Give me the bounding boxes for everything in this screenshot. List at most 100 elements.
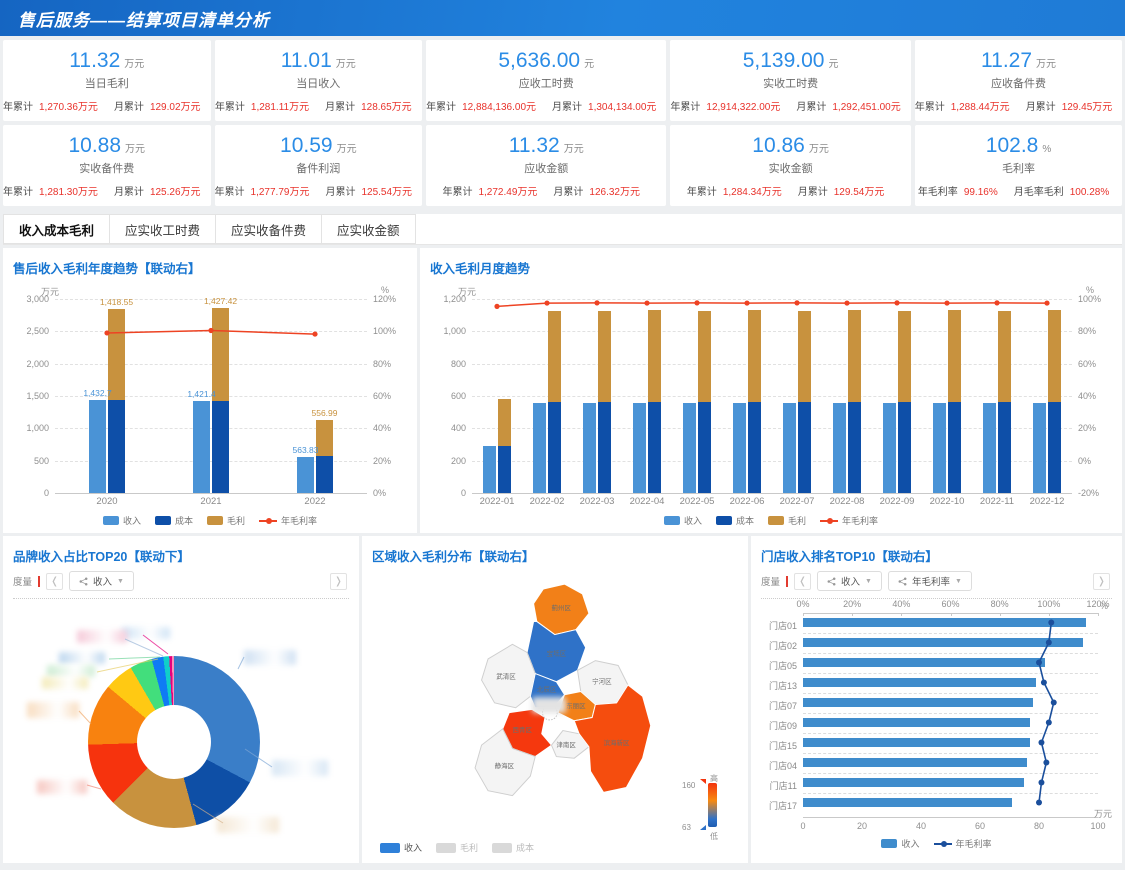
bar-毛利[interactable] — [1048, 310, 1061, 402]
bar-成本[interactable] — [598, 402, 611, 493]
brand-donut[interactable] — [88, 656, 260, 828]
legend-item-成本[interactable]: 成本 — [154, 514, 193, 527]
kpi-card: 11.32 万元 当日毛利 年累计 1,270.36万元 月累计 129.02万元 — [3, 40, 211, 121]
redacted-slice-label — [42, 677, 88, 689]
bar-收入[interactable] — [933, 402, 946, 493]
legend-item-毛利[interactable]: 毛利 — [436, 841, 478, 854]
bar-收入[interactable] — [733, 402, 746, 493]
bar-store-income[interactable] — [803, 718, 1031, 727]
store-label: 门店11 — [769, 781, 797, 791]
legend-item-毛利[interactable]: 毛利 — [207, 514, 245, 527]
x-axis-label: 2022-08 — [829, 496, 865, 507]
bar-毛利[interactable] — [316, 420, 333, 457]
bar-收入[interactable] — [883, 403, 896, 493]
bar-毛利[interactable] — [898, 310, 911, 403]
bar-毛利[interactable] — [748, 310, 761, 402]
panel-monthly-trend: 收入毛利月度趋势 1,200 100% 1,000 80% 800 60% 600 40% 40… — [420, 248, 1122, 533]
legend-item-毛利[interactable]: 毛利 — [768, 514, 806, 527]
bar-store-income[interactable] — [803, 618, 1087, 627]
bar-收入[interactable] — [89, 400, 106, 493]
bar-毛利[interactable] — [548, 310, 561, 403]
bar-成本[interactable] — [898, 402, 911, 493]
bar-store-income[interactable] — [803, 678, 1037, 687]
chevron-left-icon[interactable]: ❬ — [794, 572, 812, 590]
bar-成本[interactable] — [648, 401, 661, 493]
bar-成本[interactable] — [948, 401, 961, 493]
bar-成本[interactable] — [798, 402, 811, 493]
legend-item-年毛利率[interactable]: 年毛利率 — [820, 514, 878, 527]
bar-store-income[interactable] — [803, 698, 1034, 707]
bar-毛利[interactable] — [648, 310, 661, 402]
bar-收入[interactable] — [193, 401, 210, 493]
bar-毛利[interactable] — [108, 308, 125, 401]
bar-store-income[interactable] — [803, 658, 1045, 667]
legend-item-收入[interactable]: 收入 — [663, 514, 702, 527]
bar-毛利[interactable] — [948, 310, 961, 402]
divider — [13, 598, 349, 599]
bar-store-income[interactable] — [803, 758, 1028, 767]
legend-item-年毛利率[interactable]: 年毛利率 — [259, 514, 317, 527]
chart-title-annual: 售后收入毛利年度趋势【联动右】 — [13, 262, 201, 276]
legend-item-年毛利率[interactable]: 年毛利率 — [933, 837, 992, 850]
bar-毛利[interactable] — [998, 310, 1011, 403]
tab-收入成本毛利[interactable]: 收入成本毛利 — [3, 214, 111, 244]
bar-成本[interactable] — [998, 402, 1011, 493]
panel-region-map: 区域收入毛利分布【联动右】 蓟州区 宝坻区 武清区 宁河区 北辰区 东丽区 西青区 津南区 滨海… — [362, 536, 748, 863]
map-region-滨海新区[interactable] — [573, 684, 652, 793]
bar-收入[interactable] — [633, 402, 646, 493]
bar-收入[interactable] — [297, 456, 314, 493]
bar-毛利[interactable] — [798, 310, 811, 403]
bar-store-income[interactable] — [803, 638, 1084, 647]
chevron-down-icon: ▼ — [865, 577, 872, 585]
bar-成本[interactable] — [848, 401, 861, 493]
bar-收入[interactable] — [533, 402, 546, 493]
chevron-left-icon[interactable]: ❬ — [46, 572, 64, 590]
bar-毛利[interactable] — [598, 310, 611, 403]
chart-title-brand: 品牌收入占比TOP20【联动下】 — [13, 550, 190, 564]
store-measure-selector: 度量 ❬ 收入 ▼ 年毛利率 ▼ ❭ — [761, 569, 1112, 593]
kpi-stats: 年累计 1,272.49万元 月累计 126.32万元 — [442, 186, 640, 198]
bar-成本[interactable] — [548, 402, 561, 493]
rate-line — [104, 327, 318, 337]
legend-item-收入[interactable]: 收入 — [881, 837, 920, 850]
bar-成本[interactable] — [212, 400, 229, 493]
map-region-静海区[interactable] — [474, 728, 536, 797]
map-region-label: 蓟州区 — [552, 603, 572, 612]
bar-收入[interactable] — [983, 403, 996, 493]
bar-毛利[interactable] — [698, 310, 711, 403]
measure-pill-年毛利率[interactable]: 年毛利率 ▼ — [887, 571, 972, 591]
bar-store-income[interactable] — [803, 738, 1031, 747]
measure-pill-收入[interactable]: 收入 ▼ — [69, 571, 134, 591]
legend-item-收入[interactable]: 收入 — [380, 841, 422, 854]
bar-成本[interactable] — [316, 456, 333, 493]
bar-收入[interactable] — [483, 446, 496, 493]
bar-收入[interactable] — [583, 403, 596, 493]
tab-应实收金额[interactable]: 应实收金额 — [321, 214, 416, 244]
bar-成本[interactable] — [108, 400, 125, 493]
bar-成本[interactable] — [748, 401, 761, 493]
legend-item-成本[interactable]: 成本 — [715, 514, 754, 527]
bar-成本[interactable] — [1048, 401, 1061, 493]
bar-成本[interactable] — [498, 445, 511, 493]
bar-store-income[interactable] — [803, 798, 1013, 807]
bar-收入[interactable] — [1033, 402, 1046, 493]
panel-annual-trend: 售后收入毛利年度趋势【联动右】 3,000 120% 2,500 100% 2,000 8… — [3, 248, 417, 533]
legend-item-成本[interactable]: 成本 — [492, 841, 534, 854]
bar-毛利[interactable] — [498, 398, 511, 446]
bar-store-income[interactable] — [803, 778, 1025, 787]
store-label: 门店02 — [768, 641, 797, 651]
bar-毛利[interactable] — [848, 310, 861, 402]
chevron-right-icon[interactable]: ❭ — [330, 572, 347, 590]
chevron-right-icon[interactable]: ❭ — [1093, 572, 1110, 590]
kpi-card: 5,636.00 元 应收工时费 年累计 12,884,136.00元 月累计 1,… — [426, 40, 667, 121]
bar-收入[interactable] — [683, 403, 696, 493]
tab-应实收备件费[interactable]: 应实收备件费 — [215, 214, 323, 244]
bar-收入[interactable] — [833, 402, 846, 493]
bar-成本[interactable] — [698, 402, 711, 493]
tab-应实收工时费[interactable]: 应实收工时费 — [109, 214, 217, 244]
legend-item-收入[interactable]: 收入 — [102, 514, 141, 527]
x-axis-label: 2022-04 — [629, 496, 665, 507]
bar-收入[interactable] — [783, 403, 796, 493]
measure-pill-收入[interactable]: 收入 ▼ — [817, 571, 882, 591]
bar-毛利[interactable] — [212, 308, 229, 401]
